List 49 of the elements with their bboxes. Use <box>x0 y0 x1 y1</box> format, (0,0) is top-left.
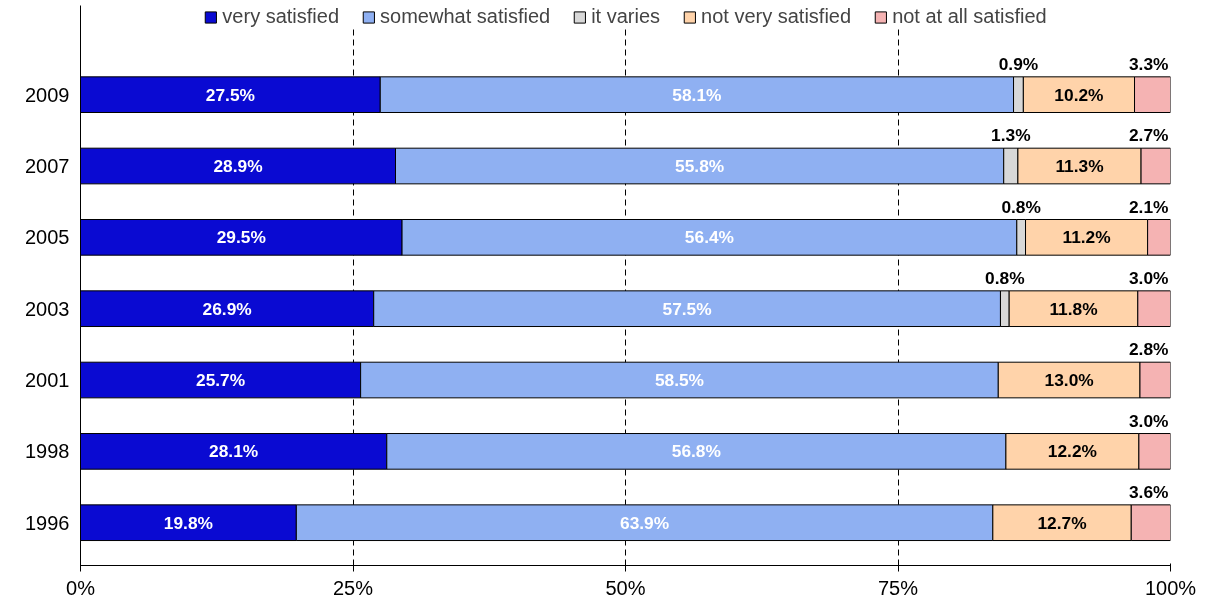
x-tick-label: 25% <box>332 576 374 599</box>
data-label: 2.8% <box>1128 339 1169 360</box>
data-label: 10.2% <box>1054 84 1104 105</box>
data-label: 26.9% <box>202 298 252 319</box>
x-tick-label: 0% <box>66 576 96 599</box>
y-tick-label: 1996 <box>25 511 70 534</box>
data-label: 2.7% <box>1128 125 1169 146</box>
data-label: 0.8% <box>985 268 1025 289</box>
legend-label: very satisfied <box>222 5 340 28</box>
data-label: 25.7% <box>196 370 246 391</box>
data-label: 55.8% <box>675 156 725 177</box>
y-tick-label: 2001 <box>25 369 70 392</box>
data-label: 56.4% <box>684 227 734 248</box>
data-label: 58.1% <box>672 84 722 105</box>
data-label: 11.2% <box>1062 227 1111 248</box>
data-label: 28.1% <box>209 441 259 462</box>
data-label: 19.8% <box>163 512 213 533</box>
legend-label: not very satisfied <box>701 5 852 28</box>
data-label: 11.8% <box>1049 298 1098 319</box>
data-label: 3.0% <box>1128 268 1169 289</box>
y-tick-label: 2005 <box>25 226 70 249</box>
data-label: 57.5% <box>662 298 712 319</box>
x-tick-label: 50% <box>605 576 646 599</box>
y-tick-label: 2009 <box>25 83 70 106</box>
legend-label: somewhat satisfied <box>380 5 551 28</box>
data-label: 56.8% <box>671 441 721 462</box>
y-tick-label: 1998 <box>25 440 70 463</box>
data-label: 13.0% <box>1044 370 1094 391</box>
data-label: 3.3% <box>1128 54 1169 74</box>
y-tick-label: 2003 <box>25 297 70 320</box>
data-label: 12.2% <box>1047 441 1097 462</box>
legend-label: it varies <box>591 5 661 28</box>
data-label: 63.9% <box>620 512 670 533</box>
data-label: 0.9% <box>998 54 1039 74</box>
data-label: 58.5% <box>654 370 705 391</box>
data-label: 28.9% <box>213 156 263 177</box>
data-label: 2.1% <box>1128 196 1169 217</box>
data-label: 1.3% <box>991 125 1031 146</box>
data-label: 3.0% <box>1128 410 1169 431</box>
data-label: 12.7% <box>1037 512 1087 533</box>
data-label: 11.3% <box>1055 156 1104 177</box>
x-tick-label: 75% <box>877 576 919 599</box>
data-label: 29.5% <box>216 227 266 248</box>
legend-label: not at all satisfied <box>892 5 1047 28</box>
data-label: 27.5% <box>205 84 255 105</box>
data-label: 0.8% <box>1001 196 1041 217</box>
x-tick-label: 100% <box>1144 576 1197 599</box>
y-tick-label: 2007 <box>25 155 70 178</box>
data-label: 3.6% <box>1128 482 1169 503</box>
